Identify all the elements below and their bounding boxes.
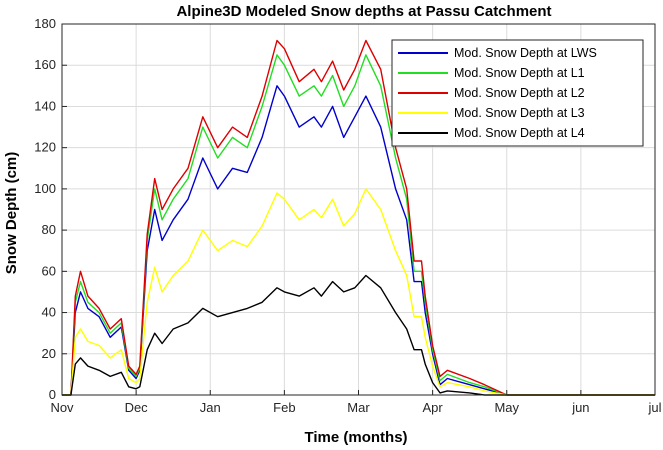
y-axis-label: Snow Depth (cm) xyxy=(3,152,20,275)
x-tick-label: May xyxy=(494,400,519,415)
legend-label: Mod. Snow Depth at L2 xyxy=(454,86,585,100)
y-axis-ticks: 0 20 40 60 80 100 120 140 160 180 xyxy=(34,16,67,402)
y-tick-label: 140 xyxy=(34,98,56,113)
legend-label: Mod. Snow Depth at L3 xyxy=(454,106,585,120)
y-tick-label: 0 xyxy=(49,387,56,402)
y-tick-label: 60 xyxy=(42,263,56,278)
y-tick-label: 180 xyxy=(34,16,56,31)
x-tick-label: Mar xyxy=(347,400,370,415)
x-tick-label: Dec xyxy=(125,400,149,415)
y-tick-label: 80 xyxy=(42,222,56,237)
x-tick-label: Nov xyxy=(50,400,74,415)
series-line-4 xyxy=(62,188,655,396)
y-tick-label: 40 xyxy=(42,305,56,320)
y-tick-label: 120 xyxy=(34,140,56,155)
x-axis-ticks: Nov Dec Jan Feb Mar Apr May jun jul xyxy=(50,390,662,415)
series-line-3 xyxy=(62,39,655,396)
y-tick-label: 20 xyxy=(42,346,56,361)
legend-label: Mod. Snow Depth at L4 xyxy=(454,126,585,140)
series-lines xyxy=(62,39,655,396)
series-line-5 xyxy=(62,274,655,396)
legend-label: Mod. Snow Depth at LWS xyxy=(454,46,597,60)
x-tick-label: jul xyxy=(647,400,661,415)
x-axis-label: Time (months) xyxy=(304,429,407,446)
y-tick-label: 100 xyxy=(34,181,56,196)
y-tick-label: 160 xyxy=(34,57,56,72)
legend-label: Mod. Snow Depth at L1 xyxy=(454,66,585,80)
x-tick-label: Apr xyxy=(423,400,444,415)
x-tick-label: Jan xyxy=(200,400,221,415)
x-tick-label: Feb xyxy=(273,400,295,415)
chart-title: Alpine3D Modeled Snow depths at Passu Ca… xyxy=(176,3,551,20)
x-tick-label: jun xyxy=(571,400,589,415)
legend: Mod. Snow Depth at LWS Mod. Snow Depth at… xyxy=(391,39,644,147)
